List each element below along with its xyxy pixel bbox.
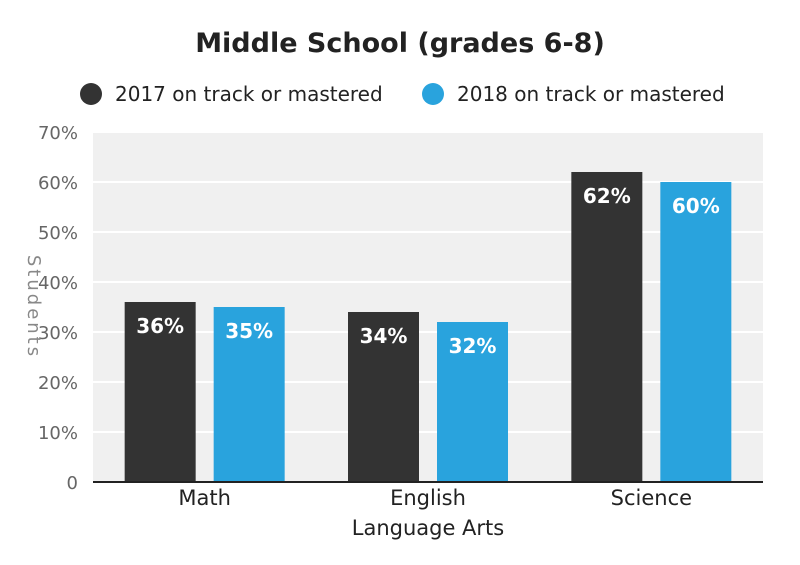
data-label: 32% bbox=[449, 334, 497, 358]
legend-label-2018: 2018 on track or mastered bbox=[457, 82, 725, 106]
data-label: 36% bbox=[136, 314, 184, 338]
y-tick-label: 30% bbox=[38, 323, 78, 344]
data-label: 35% bbox=[225, 319, 273, 343]
bar-2017 bbox=[124, 302, 196, 482]
category-labels: Math English Language Arts Science bbox=[178, 486, 692, 540]
bar-2017 bbox=[571, 172, 643, 482]
bar-2018 bbox=[437, 322, 508, 482]
data-labels: 36% 35% 34% 32% 62% 60% bbox=[136, 184, 720, 358]
data-label: 62% bbox=[583, 184, 631, 208]
legend-marker-2018 bbox=[422, 83, 444, 105]
category-label: Science bbox=[611, 486, 692, 510]
category-label: Math bbox=[178, 486, 231, 510]
y-tick-label: 20% bbox=[38, 373, 78, 394]
y-tick-label: 0 bbox=[67, 473, 78, 494]
bars bbox=[124, 172, 732, 482]
legend-label-2017: 2017 on track or mastered bbox=[115, 82, 383, 106]
plot-area bbox=[93, 132, 763, 482]
y-tick-label: 40% bbox=[38, 273, 78, 294]
y-axis-label: Students bbox=[23, 255, 44, 359]
y-tick-label: 70% bbox=[38, 123, 78, 144]
category-label: English bbox=[390, 486, 466, 510]
chart-title: Middle School (grades 6-8) bbox=[195, 28, 605, 59]
data-label: 34% bbox=[360, 324, 408, 348]
legend: 2017 on track or mastered 2018 on track … bbox=[80, 82, 725, 106]
gridlines bbox=[93, 131, 763, 433]
bar-2018 bbox=[660, 182, 732, 482]
y-tick-label: 50% bbox=[38, 223, 78, 244]
data-label: 60% bbox=[672, 194, 720, 218]
legend-marker-2017 bbox=[80, 83, 102, 105]
category-label: Language Arts bbox=[352, 516, 505, 540]
bar-2018 bbox=[213, 307, 285, 482]
y-tick-label: 10% bbox=[38, 423, 78, 444]
y-axis-ticks: 0 10% 20% 30% 40% 50% 60% 70% bbox=[38, 123, 78, 494]
y-tick-label: 60% bbox=[38, 173, 78, 194]
bar-2017 bbox=[348, 312, 419, 482]
